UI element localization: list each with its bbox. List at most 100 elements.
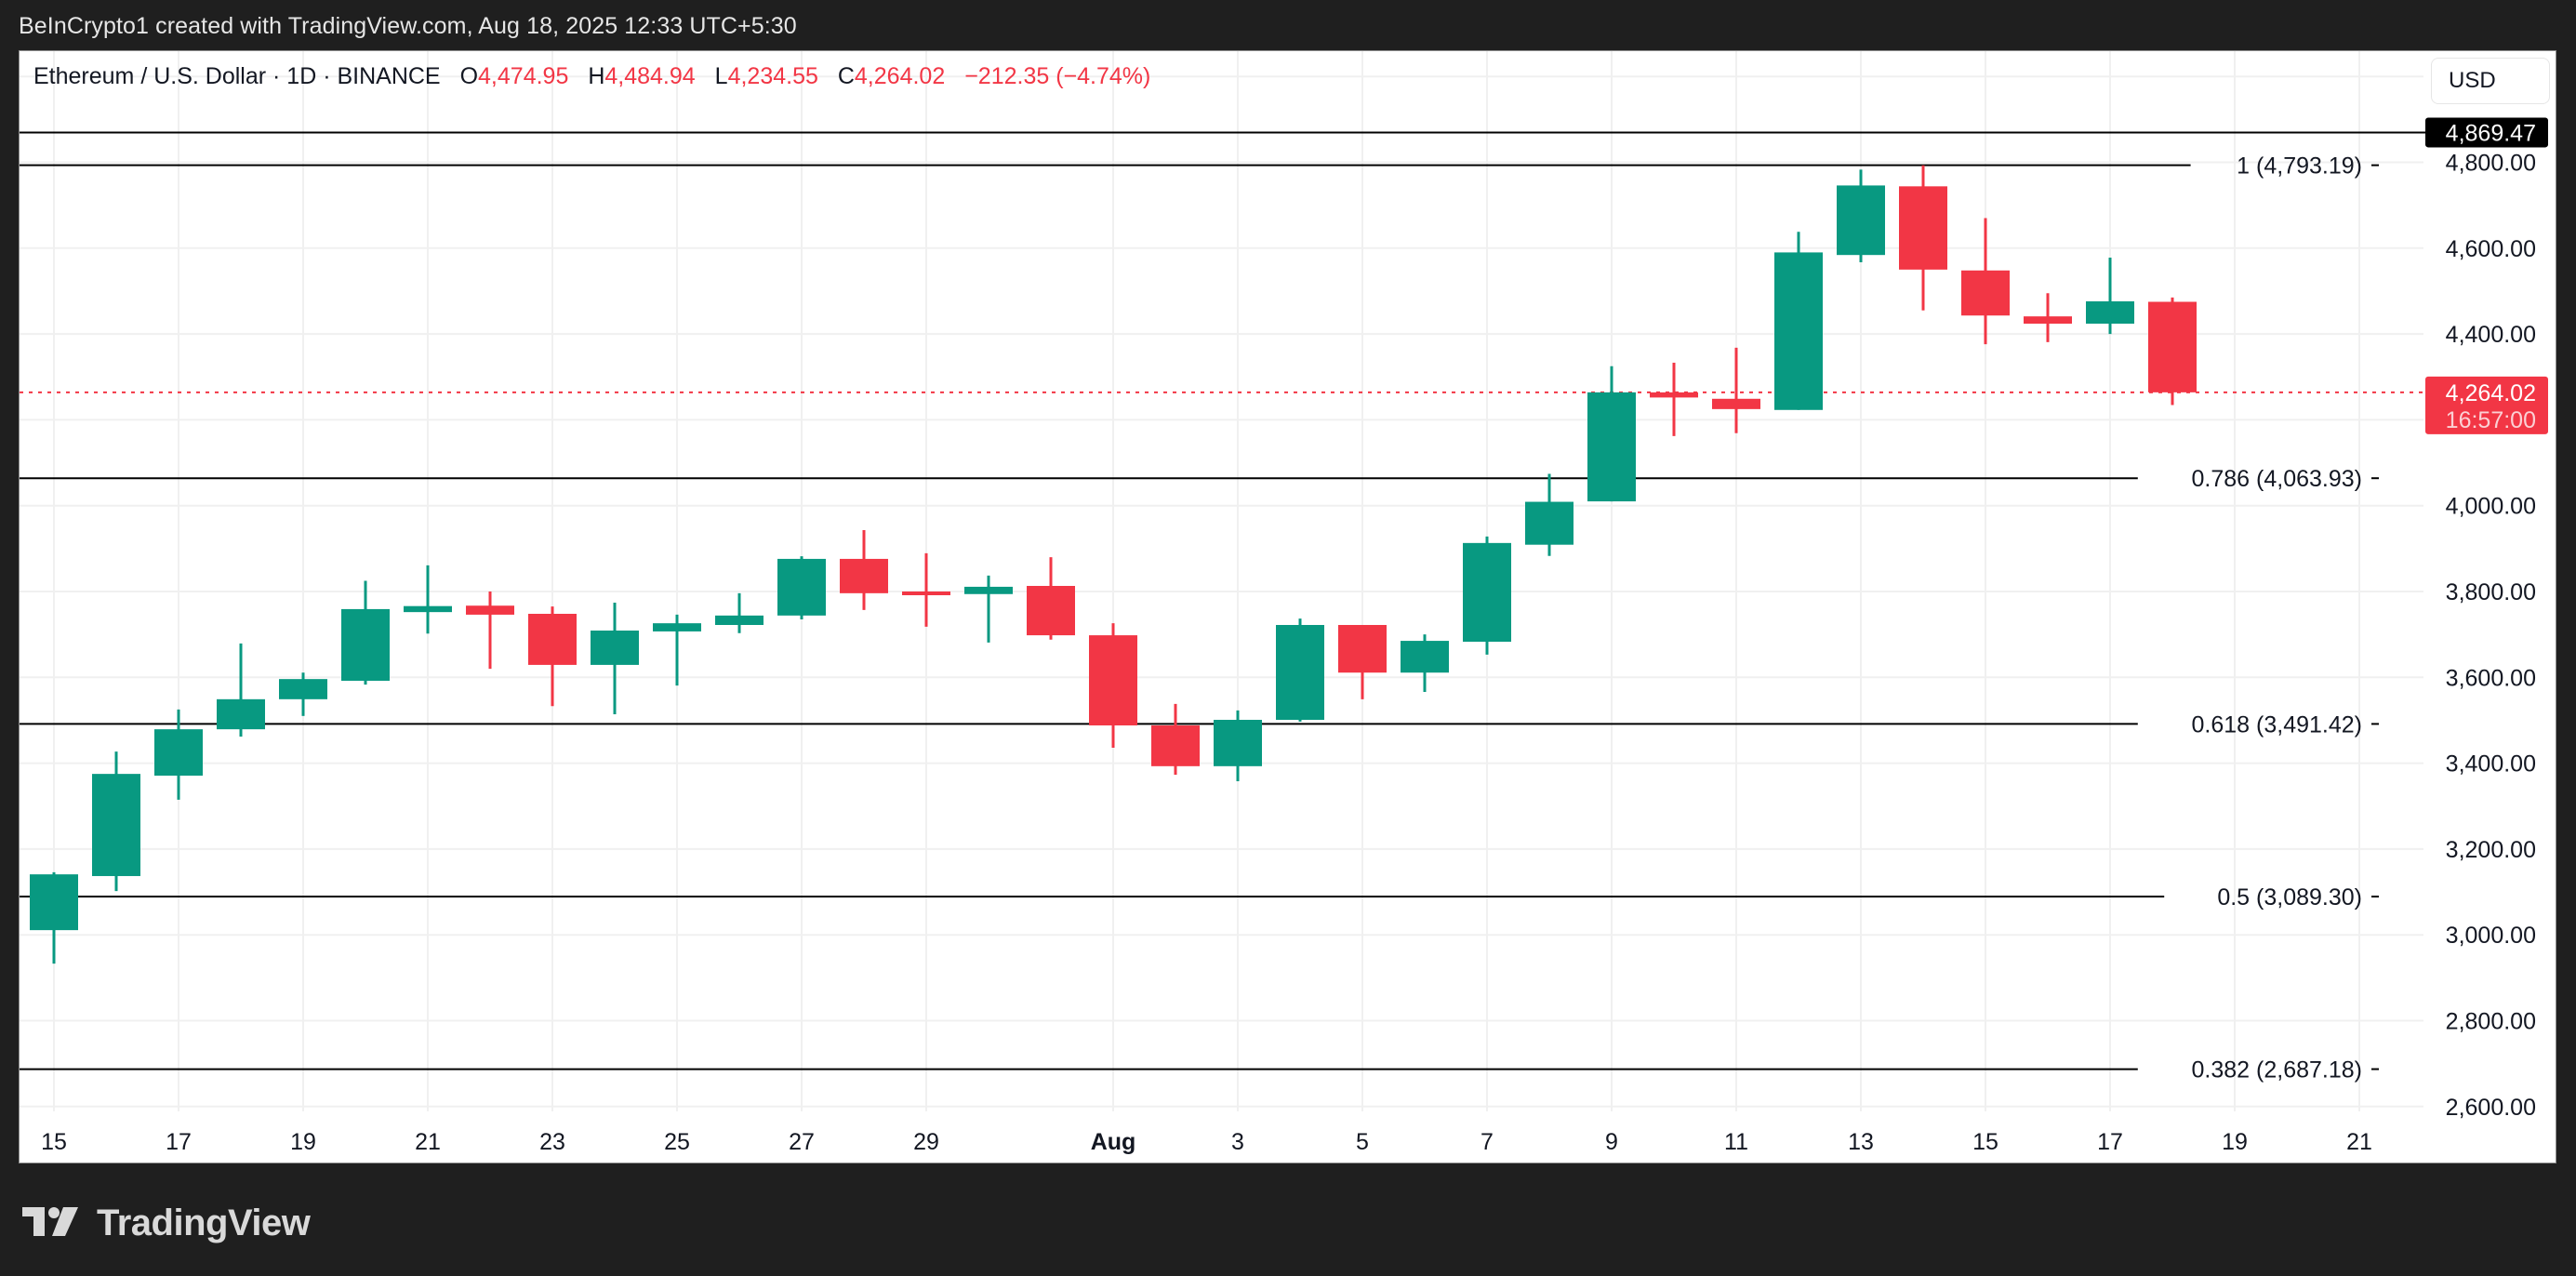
high-value: 4,484.94 bbox=[604, 63, 696, 89]
currency-button[interactable]: USD bbox=[2431, 58, 2550, 104]
top-bar: BeInCrypto1 created with TradingView.com… bbox=[0, 0, 2576, 50]
time-tick-label: 17 bbox=[2097, 1129, 2123, 1155]
candle-body bbox=[2148, 301, 2197, 392]
candle[interactable] bbox=[1961, 218, 2010, 345]
candle-body bbox=[1276, 624, 1324, 720]
candle-body bbox=[92, 774, 140, 876]
fib-level-label: 0.618 (3,491.42) bbox=[2192, 711, 2362, 738]
candle[interactable] bbox=[1837, 169, 1885, 263]
candle-body bbox=[1961, 270, 2010, 316]
candle-body bbox=[1214, 719, 1262, 766]
time-tick-label: 7 bbox=[1481, 1129, 1494, 1155]
candle[interactable] bbox=[92, 751, 140, 892]
fibonacci-levels[interactable]: 1 (4,793.19) 0.786 (4,063.93) 0.618 (3,491… bbox=[20, 131, 2429, 1083]
price-change: −212.35 (−4.74%) bbox=[964, 63, 1151, 89]
candle[interactable] bbox=[279, 672, 327, 716]
candle[interactable] bbox=[1089, 623, 1137, 748]
time-tick-label: 27 bbox=[789, 1129, 815, 1155]
candle-body bbox=[154, 729, 203, 776]
time-tick-label: 19 bbox=[290, 1129, 316, 1155]
candle[interactable] bbox=[1151, 703, 1200, 776]
time-axis[interactable]: 15 17 19 21 23 25 27 29 Aug 3 5 7 9 11 13 15 17 19 21 bbox=[41, 1129, 2372, 1155]
candle[interactable] bbox=[466, 591, 514, 670]
candle[interactable] bbox=[777, 556, 826, 619]
candle[interactable] bbox=[964, 575, 1013, 643]
time-tick-label: 13 bbox=[1848, 1129, 1874, 1155]
candle[interactable] bbox=[2024, 293, 2072, 342]
candle[interactable] bbox=[1027, 557, 1075, 640]
candle-body bbox=[2086, 301, 2134, 325]
candle-body bbox=[1089, 635, 1137, 725]
candle[interactable] bbox=[1463, 536, 1511, 655]
candle[interactable] bbox=[1525, 473, 1573, 556]
candle[interactable] bbox=[1214, 710, 1262, 781]
price-tick-label: 3,000.00 bbox=[2446, 923, 2536, 949]
time-tick-label: 17 bbox=[166, 1129, 192, 1155]
candle[interactable] bbox=[217, 643, 265, 737]
tradingview-logo[interactable]: TradingView bbox=[22, 1202, 311, 1244]
candle[interactable] bbox=[591, 602, 639, 714]
candle[interactable] bbox=[2148, 297, 2197, 405]
time-tick-label: Aug bbox=[1091, 1129, 1136, 1155]
symbol-name[interactable]: Ethereum / U.S. Dollar · 1D · BINANCE bbox=[33, 63, 441, 89]
time-tick-label: 25 bbox=[664, 1129, 690, 1155]
candle[interactable] bbox=[1774, 232, 1823, 410]
candle[interactable] bbox=[1338, 624, 1387, 699]
candle-body bbox=[466, 605, 514, 615]
candle-body bbox=[1338, 624, 1387, 673]
candle-body bbox=[279, 679, 327, 699]
candle-body bbox=[1774, 252, 1823, 410]
candle-body bbox=[1587, 392, 1636, 502]
candle[interactable] bbox=[653, 614, 701, 686]
high-price-marker bbox=[2425, 117, 2548, 148]
candle[interactable] bbox=[341, 580, 390, 685]
tradingview-wordmark: TradingView bbox=[97, 1202, 311, 1243]
price-tick-label: 4,800.00 bbox=[2446, 151, 2536, 177]
candle-body bbox=[404, 605, 452, 613]
high-label: H bbox=[588, 63, 605, 89]
candle[interactable] bbox=[1712, 347, 1760, 433]
price-tick-label: 3,200.00 bbox=[2446, 837, 2536, 863]
price-tick-label: 2,800.00 bbox=[2446, 1009, 2536, 1035]
price-tick-label: 4,600.00 bbox=[2446, 236, 2536, 262]
candle[interactable] bbox=[1276, 618, 1324, 722]
candle-body bbox=[1650, 392, 1698, 398]
candle[interactable] bbox=[1650, 363, 1698, 436]
bar-countdown-label: 16:57:00 bbox=[2446, 407, 2536, 433]
candle-body bbox=[1525, 501, 1573, 545]
candle-body bbox=[217, 698, 265, 730]
open-label: O bbox=[459, 63, 479, 89]
time-tick-label: 15 bbox=[41, 1129, 67, 1155]
chart-credit: BeInCrypto1 created with TradingView.com… bbox=[19, 13, 797, 39]
candles bbox=[30, 165, 2197, 964]
candle[interactable] bbox=[1587, 366, 1636, 502]
candle[interactable] bbox=[715, 592, 764, 633]
candle[interactable] bbox=[404, 565, 452, 634]
price-tick-label: 3,400.00 bbox=[2446, 751, 2536, 778]
candle[interactable] bbox=[1401, 634, 1449, 692]
candle-body bbox=[1899, 186, 1947, 270]
price-tick-label: 4,400.00 bbox=[2446, 322, 2536, 348]
price-axis[interactable]: 4,800.00 4,600.00 4,400.00 4,000.00 3,800.00… bbox=[2425, 117, 2548, 1121]
price-tick-label: 3,600.00 bbox=[2446, 665, 2536, 691]
candle[interactable] bbox=[2086, 257, 2134, 335]
candle-body bbox=[1401, 641, 1449, 673]
time-tick-label: 21 bbox=[2346, 1129, 2372, 1155]
time-tick-label: 23 bbox=[539, 1129, 565, 1155]
candle-body bbox=[777, 558, 826, 616]
candle-body bbox=[2024, 316, 2072, 325]
candle[interactable] bbox=[528, 606, 577, 707]
candle-body bbox=[1027, 586, 1075, 636]
time-tick-label: 21 bbox=[415, 1129, 441, 1155]
time-tick-label: 3 bbox=[1231, 1129, 1244, 1155]
candle[interactable] bbox=[154, 709, 203, 800]
time-tick-label: 19 bbox=[2222, 1129, 2248, 1155]
candle[interactable] bbox=[840, 530, 888, 610]
last-price-label: 4,264.02 bbox=[2446, 380, 2536, 406]
candle-body bbox=[1712, 398, 1760, 409]
price-tick-label: 2,600.00 bbox=[2446, 1095, 2536, 1121]
candle[interactable] bbox=[902, 552, 950, 627]
candle[interactable] bbox=[1899, 165, 1947, 311]
candle[interactable] bbox=[30, 871, 78, 964]
